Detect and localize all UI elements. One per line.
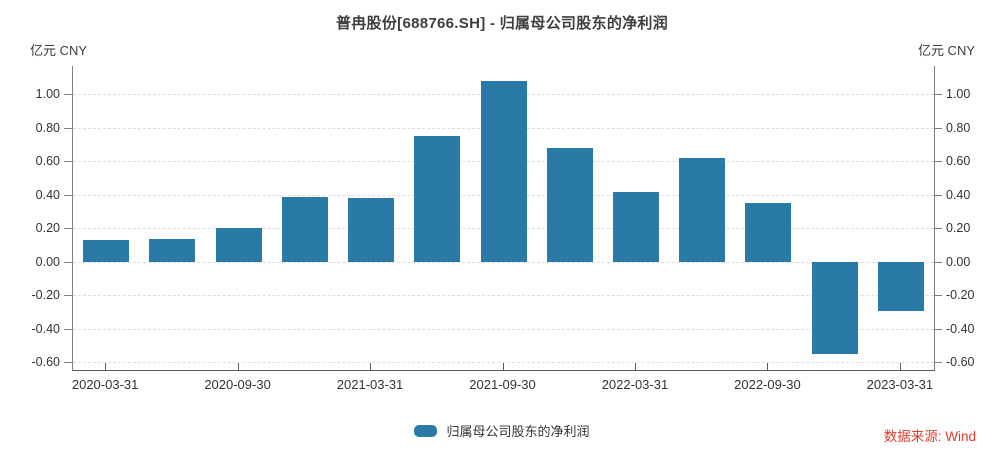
right-y-tick-mark	[934, 127, 942, 129]
left-y-tick-label: -0.20	[31, 288, 61, 303]
x-tick-label: 2020-03-31	[71, 377, 139, 392]
left-y-tick-mark	[64, 228, 72, 230]
x-tick-label: 2023-03-31	[866, 377, 934, 392]
bar-2020-03-31[interactable]	[83, 240, 130, 262]
x-tick-mark	[767, 363, 769, 370]
legend-label: 归属母公司股东的净利润	[446, 424, 590, 439]
x-tick-mark	[370, 363, 372, 370]
legend-item[interactable]: 归属母公司股东的净利润	[0, 421, 1004, 440]
gridline	[73, 362, 934, 364]
gridline	[73, 295, 934, 297]
left-y-tick-label: 0.00	[35, 254, 60, 269]
right-y-tick-label: 0.20	[946, 221, 971, 236]
right-y-tick-mark	[934, 161, 942, 163]
left-y-tick-mark	[64, 328, 72, 330]
right-y-tick-mark	[934, 194, 942, 196]
left-y-tick-mark	[64, 261, 72, 263]
right-y-tick-mark	[934, 228, 942, 230]
right-axis-unit-label: 亿元 CNY	[917, 43, 975, 58]
x-tick-mark	[502, 363, 504, 370]
x-tick-mark	[899, 363, 901, 370]
left-y-tick-label: 0.60	[35, 154, 60, 169]
right-y-tick-label: 0.40	[946, 187, 971, 202]
left-y-tick-label: 0.80	[35, 120, 60, 135]
x-tick-label: 2021-09-30	[469, 377, 536, 392]
left-y-tick-label: 0.20	[35, 221, 60, 236]
plot-area	[72, 66, 935, 371]
right-y-tick-label: 0.00	[946, 254, 971, 269]
left-y-tick-mark	[64, 194, 72, 196]
x-tick-label: 2021-03-31	[336, 377, 404, 392]
bar-2020-09-30[interactable]	[215, 228, 262, 262]
left-y-tick-label: -0.40	[31, 321, 61, 336]
left-y-tick-mark	[64, 161, 72, 163]
bar-2022-03-31[interactable]	[612, 191, 659, 262]
legend-swatch-icon	[414, 424, 438, 437]
x-tick-label: 2022-03-31	[601, 377, 669, 392]
x-tick-mark	[634, 363, 636, 370]
bar-2022-12-31[interactable]	[811, 261, 858, 355]
bar-2021-06-30[interactable]	[414, 136, 461, 262]
bar-2021-12-31[interactable]	[546, 148, 593, 262]
bar-2023-03-31[interactable]	[877, 261, 924, 311]
left-y-tick-mark	[64, 362, 72, 364]
x-tick-label: 2020-09-30	[204, 377, 271, 392]
left-y-tick-mark	[64, 295, 72, 297]
right-y-tick-label: 0.60	[946, 154, 971, 169]
x-tick-label: 2022-09-30	[734, 377, 801, 392]
x-tick-mark	[105, 363, 107, 370]
right-y-tick-label: -0.20	[946, 288, 975, 303]
gridline	[73, 261, 934, 263]
right-y-tick-label: 1.00	[946, 87, 971, 102]
bar-2020-12-31[interactable]	[281, 196, 328, 262]
bar-2021-09-30[interactable]	[480, 81, 527, 262]
right-y-tick-label: 0.80	[946, 120, 971, 135]
left-axis-unit-label: 亿元 CNY	[30, 43, 88, 58]
x-tick-mark	[237, 363, 239, 370]
left-y-tick-mark	[64, 127, 72, 129]
right-y-tick-mark	[934, 328, 942, 330]
bar-2020-06-30[interactable]	[149, 238, 196, 262]
left-y-tick-label: 0.40	[35, 187, 60, 202]
right-y-tick-mark	[934, 295, 942, 297]
gridline	[73, 328, 934, 330]
bar-2022-06-30[interactable]	[679, 158, 726, 262]
left-y-tick-label: -0.60	[31, 355, 61, 370]
data-source-note: 数据来源: Wind	[883, 429, 976, 444]
right-y-tick-mark	[934, 362, 942, 364]
chart-title: 普冉股份[688766.SH] - 归属母公司股东的净利润	[335, 15, 669, 32]
bar-2021-03-31[interactable]	[348, 198, 395, 262]
right-y-tick-label: -0.40	[946, 321, 975, 336]
right-y-tick-mark	[934, 94, 942, 96]
left-y-tick-mark	[64, 94, 72, 96]
left-y-tick-label: 1.00	[35, 87, 60, 102]
bar-2022-09-30[interactable]	[745, 203, 792, 262]
right-y-tick-mark	[934, 261, 942, 263]
right-y-tick-label: -0.60	[946, 355, 975, 370]
